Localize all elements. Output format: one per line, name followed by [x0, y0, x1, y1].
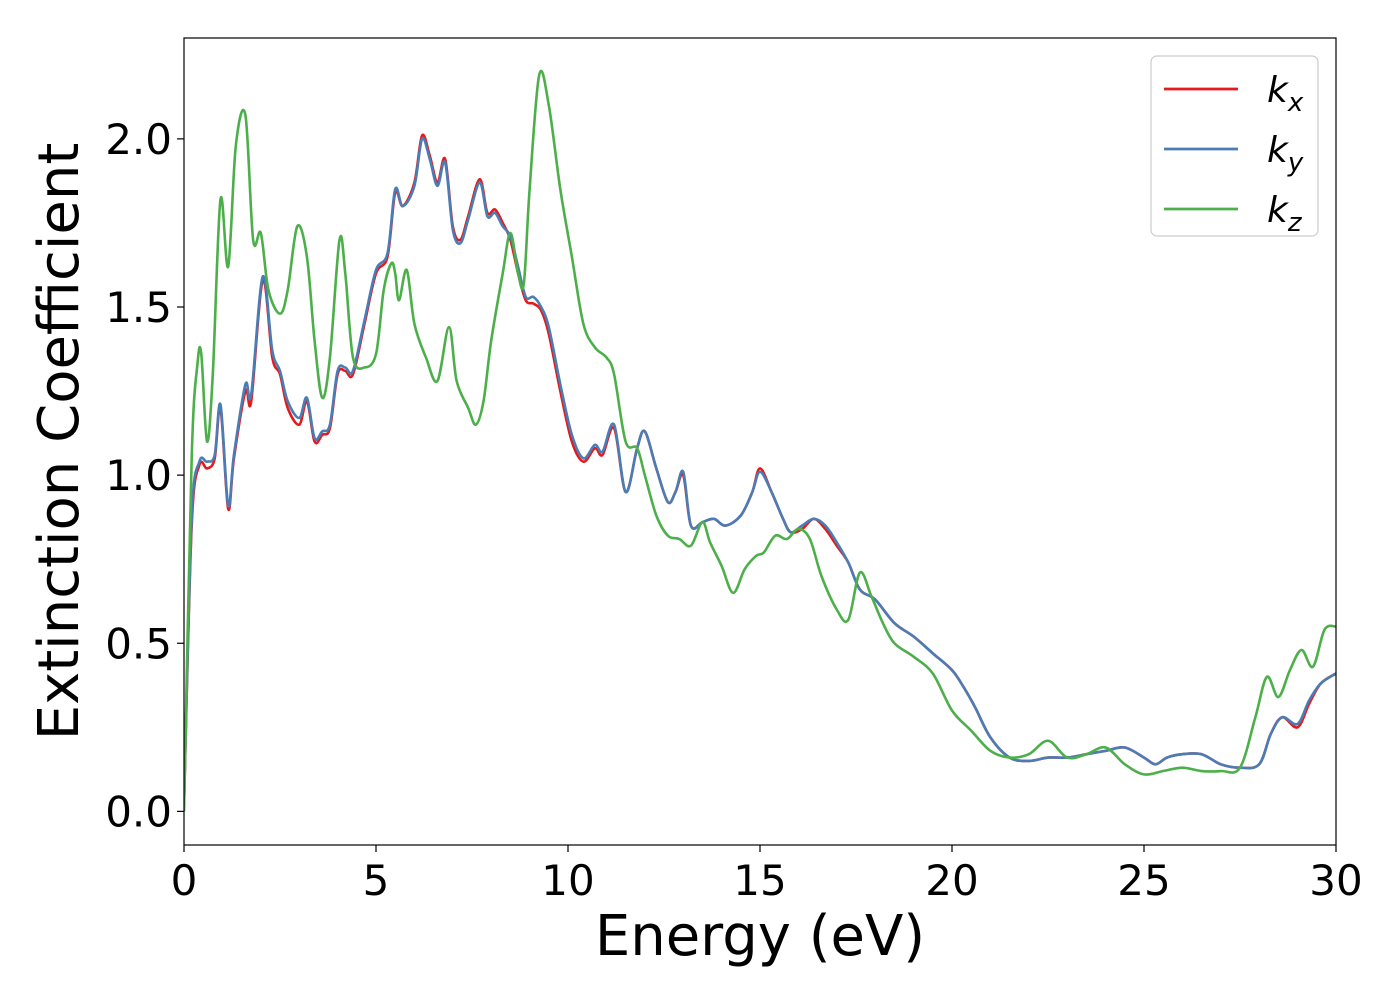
y-tick-label: 0.0: [105, 787, 172, 836]
x-tick-label: 15: [733, 856, 786, 905]
x-tick-label: 30: [1309, 856, 1362, 905]
x-axis-title: Energy (eV): [595, 904, 925, 969]
y-tick-label: 1.0: [105, 451, 172, 500]
legend-box: [1150, 55, 1319, 237]
series-line-kz: [184, 69, 1336, 812]
x-tick-label: 0: [171, 856, 198, 905]
legend-label-subscript: y: [1287, 148, 1304, 178]
x-tick-label: 20: [925, 856, 978, 905]
y-axis-ticks: 0.0 0.5 1.0 1.5 2.0: [105, 115, 184, 836]
y-axis-title: Extinction Coefficient: [27, 143, 92, 741]
x-tick-label: 25: [1117, 856, 1170, 905]
y-tick-label: 0.5: [105, 619, 172, 668]
x-tick-label: 10: [541, 856, 594, 905]
legend-label-ky: ky: [1267, 130, 1304, 178]
x-axis-ticks: 0 5 10 15 20 25 30: [171, 845, 1363, 905]
legend-label-subscript: z: [1287, 208, 1303, 238]
legend-label-kz: kz: [1267, 190, 1303, 238]
legend-label-base: k: [1267, 130, 1290, 171]
legend-label-kx: kx: [1267, 70, 1304, 118]
y-tick-label: 1.5: [105, 283, 172, 332]
legend-label-base: k: [1267, 190, 1290, 231]
series-line-ky: [184, 136, 1336, 805]
legend-label-base: k: [1267, 70, 1290, 111]
x-tick-label: 5: [363, 856, 390, 905]
legend-label-subscript: x: [1287, 88, 1304, 118]
series-layer: [184, 69, 1336, 812]
y-tick-label: 2.0: [105, 115, 172, 164]
